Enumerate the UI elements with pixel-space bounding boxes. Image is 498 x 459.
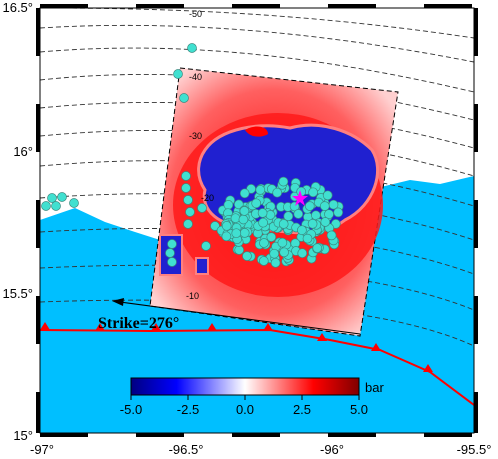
- aftershock-marker: [239, 228, 250, 238]
- aftershock-marker: [197, 203, 207, 213]
- aftershock-marker: [270, 257, 281, 268]
- colorbar-gradient: [130, 377, 360, 396]
- aftershock-marker: [221, 231, 232, 242]
- aftershock-marker: [183, 195, 193, 205]
- colorbar-tick: -5.0: [120, 402, 142, 417]
- aftershock-marker: [238, 214, 249, 225]
- aftershock-marker: [266, 232, 277, 242]
- aftershock-marker: [272, 187, 283, 198]
- strike-arrow: [112, 298, 361, 335]
- aftershock-marker: [223, 200, 234, 210]
- aftershock-marker: [320, 217, 331, 227]
- trench-line: [40, 322, 474, 406]
- aftershock-marker: [258, 217, 268, 228]
- aftershock-marker: [257, 208, 268, 218]
- aftershock-marker: [279, 247, 289, 258]
- aftershock-marker: [277, 237, 288, 248]
- colorbar-tick: 2.5: [293, 402, 311, 417]
- aftershock-marker: [234, 245, 245, 255]
- colorbar: bar -5.0 -2.5 0.0 2.5 5.0: [120, 377, 384, 417]
- aftershock-marker: [326, 230, 337, 241]
- aftershock-marker: [324, 209, 334, 220]
- mainshock-star: [292, 190, 308, 206]
- lon-tick-label: -96°: [320, 442, 344, 457]
- aftershock-marker: [239, 206, 250, 216]
- aftershock-marker: [179, 93, 189, 103]
- aftershock-marker: [312, 243, 323, 253]
- aftershock-marker: [251, 198, 262, 209]
- aftershock-marker: [297, 225, 307, 236]
- contour-label-50: -50: [189, 9, 202, 19]
- aftershock-marker: [69, 198, 79, 208]
- aftershock-marker: [322, 190, 333, 201]
- aftershock-marker: [255, 185, 266, 195]
- lon-tick-label: -96.5°: [169, 442, 204, 457]
- aftershock-marker: [230, 213, 241, 224]
- map-border: [36, 4, 478, 437]
- aftershock-marker: [293, 209, 304, 219]
- lon-tick-label: -97°: [30, 442, 54, 457]
- contour-label-40: -40: [189, 72, 202, 82]
- aftershock-marker: [278, 176, 289, 187]
- lat-tick-label: 15.5°: [2, 286, 33, 301]
- colorbar-tick: -2.5: [177, 402, 199, 417]
- aftershock-marker: [297, 248, 308, 259]
- lat-tick-label: 16.5°: [2, 0, 33, 15]
- aftershock-marker: [221, 221, 232, 231]
- lon-tick-label: -95.5°: [457, 442, 492, 457]
- aftershock-marker: [185, 207, 195, 217]
- aftershock-marker: [167, 239, 177, 249]
- aftershock-marker: [239, 188, 250, 199]
- lat-tick-label: 16°: [13, 144, 33, 159]
- aftershock-marker: [233, 199, 244, 210]
- aftershock-marker: [51, 201, 61, 211]
- contour-label-20: -20: [201, 193, 214, 203]
- aftershock-marker: [201, 241, 211, 251]
- aftershock-marker: [319, 201, 330, 211]
- aftershock-marker: [41, 201, 51, 211]
- colorbar-unit: bar: [365, 380, 384, 395]
- strike-label: Strike=276°: [98, 315, 179, 332]
- aftershock-marker: [304, 201, 315, 211]
- aftershock-marker: [187, 43, 197, 53]
- aftershock-marker: [269, 248, 280, 259]
- contour-label-10: -10: [186, 291, 199, 301]
- aftershock-marker: [210, 221, 220, 231]
- colorbar-tick: 0.0: [236, 402, 254, 417]
- aftershock-marker: [307, 218, 318, 229]
- aftershock-marker: [258, 256, 269, 266]
- aftershock-marker: [165, 248, 175, 258]
- contour-label-30: -30: [189, 131, 202, 141]
- aftershock-marker: [302, 233, 313, 244]
- aftershock-marker: [173, 69, 183, 79]
- aftershock-marker: [278, 219, 289, 229]
- aftershock-marker: [181, 183, 191, 193]
- aftershock-marker: [333, 207, 344, 218]
- aftershock-marker: [231, 228, 242, 239]
- aftershock-marker: [259, 238, 269, 248]
- aftershock-marker: [242, 251, 252, 261]
- aftershock-marker: [167, 257, 177, 267]
- aftershock-marker: [47, 193, 57, 203]
- aftershock-marker: [57, 192, 67, 202]
- aftershock-marker: [308, 187, 318, 198]
- aftershock-marker: [283, 211, 294, 222]
- aftershock-cluster: [41, 43, 344, 268]
- aftershock-marker: [183, 219, 193, 229]
- colorbar-tick: 5.0: [350, 402, 368, 417]
- lat-tick-label: 15°: [13, 428, 33, 443]
- aftershock-marker: [181, 171, 191, 181]
